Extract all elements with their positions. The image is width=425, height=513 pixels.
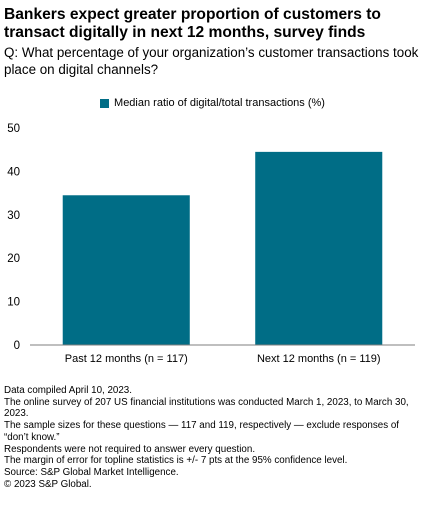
y-tick-label: 20 — [7, 253, 20, 265]
bars — [62, 151, 383, 345]
footnote: © 2023 S&P Global. — [4, 478, 92, 490]
x-tick-label: Past 12 months (n = 117) — [65, 353, 188, 365]
chart-legend: Median ratio of digital/total transactio… — [0, 97, 425, 109]
legend-label: Median ratio of digital/total transactio… — [114, 97, 325, 109]
x-axis: Past 12 months (n = 117) Next 12 months (… — [65, 353, 381, 365]
footnotes: Data compiled April 10, 2023. The online… — [4, 385, 422, 490]
bar — [255, 151, 383, 345]
y-axis: 0 10 20 30 40 50 — [7, 123, 20, 352]
y-tick-label: 10 — [7, 297, 20, 309]
bar — [62, 195, 190, 345]
footnote: Respondents were not required to answer … — [4, 443, 256, 455]
y-tick-label: 0 — [14, 340, 20, 352]
chart-title: Bankers expect greater proportion of cus… — [4, 6, 381, 41]
footnote: The margin of error for topline statisti… — [4, 455, 348, 467]
footnote: The sample sizes for these questions — 1… — [4, 420, 399, 443]
footnote: Source: S&P Global Market Intelligence. — [4, 466, 179, 478]
footnote: Data compiled April 10, 2023. — [4, 385, 132, 396]
bar-chart: 0 10 20 30 40 50 Past 12 months (n = 117) Next… — [7, 123, 415, 365]
y-tick-label: 30 — [7, 210, 20, 222]
x-tick-label: Next 12 months (n = 119) — [257, 353, 381, 365]
y-tick-label: 50 — [7, 123, 20, 135]
footnote: The online survey of 207 US financial in… — [4, 396, 409, 420]
chart-subtitle: Q: What percentage of your organization’… — [4, 45, 419, 77]
y-tick-label: 40 — [7, 166, 20, 178]
legend-swatch — [100, 98, 110, 108]
